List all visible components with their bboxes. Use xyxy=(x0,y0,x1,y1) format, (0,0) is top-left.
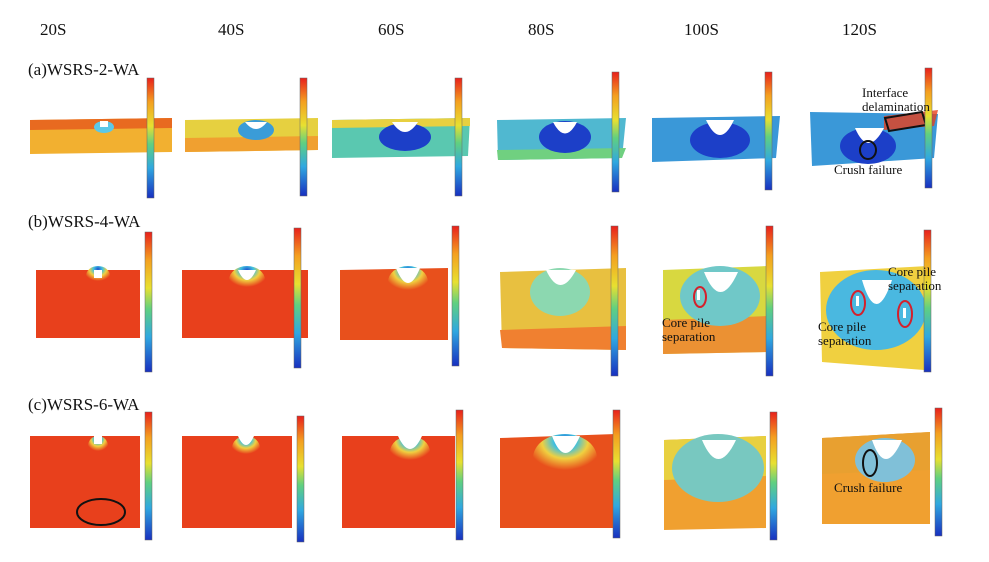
annotation-core-pile-separation-b100: Core pile separation xyxy=(662,315,716,344)
panel-a-100s xyxy=(652,116,780,162)
time-label-20s: 20S xyxy=(40,20,67,39)
panel-c-60s xyxy=(342,436,455,528)
panel-b-40s xyxy=(182,266,308,338)
panel-c-40s xyxy=(182,436,292,528)
annotation-crush-failure-a: Crush failure xyxy=(834,162,903,177)
time-label-100s: 100S xyxy=(684,20,719,39)
time-label-120s: 120S xyxy=(842,20,877,39)
time-label-40s: 40S xyxy=(218,20,245,39)
panel-a-60s xyxy=(332,118,470,158)
time-label-60s: 60S xyxy=(378,20,405,39)
panel-c-100s xyxy=(664,434,766,530)
panel-b-60s xyxy=(340,266,448,340)
panel-a-40s xyxy=(185,118,318,152)
panel-a-80s xyxy=(497,118,626,160)
time-label-80s: 80S xyxy=(528,20,555,39)
panel-a-120s xyxy=(810,110,938,166)
panel-b-120s xyxy=(820,266,928,370)
annotation-interface-delamination: Interface delamination xyxy=(862,85,930,114)
annotation-core-pile-separation-b120-right: Core pile separation xyxy=(888,264,942,293)
colorbar-legend xyxy=(144,67,943,543)
panel-c-80s xyxy=(500,434,616,528)
panel-c-20s xyxy=(30,436,140,528)
row-label-b: (b)WSRS-4-WA xyxy=(28,212,141,231)
panel-b-20s xyxy=(36,266,140,338)
panel-c-120s xyxy=(822,432,930,524)
annotation-crush-failure-c: Crush failure xyxy=(834,480,903,495)
row-label-a: (a)WSRS-2-WA xyxy=(28,60,140,79)
panel-a-20s xyxy=(30,118,172,154)
annotation-core-pile-separation-b120-left: Core pile separation xyxy=(818,319,872,348)
panel-b-100s xyxy=(663,266,768,354)
panel-b-80s xyxy=(500,268,626,350)
row-label-c: (c)WSRS-6-WA xyxy=(28,395,140,414)
